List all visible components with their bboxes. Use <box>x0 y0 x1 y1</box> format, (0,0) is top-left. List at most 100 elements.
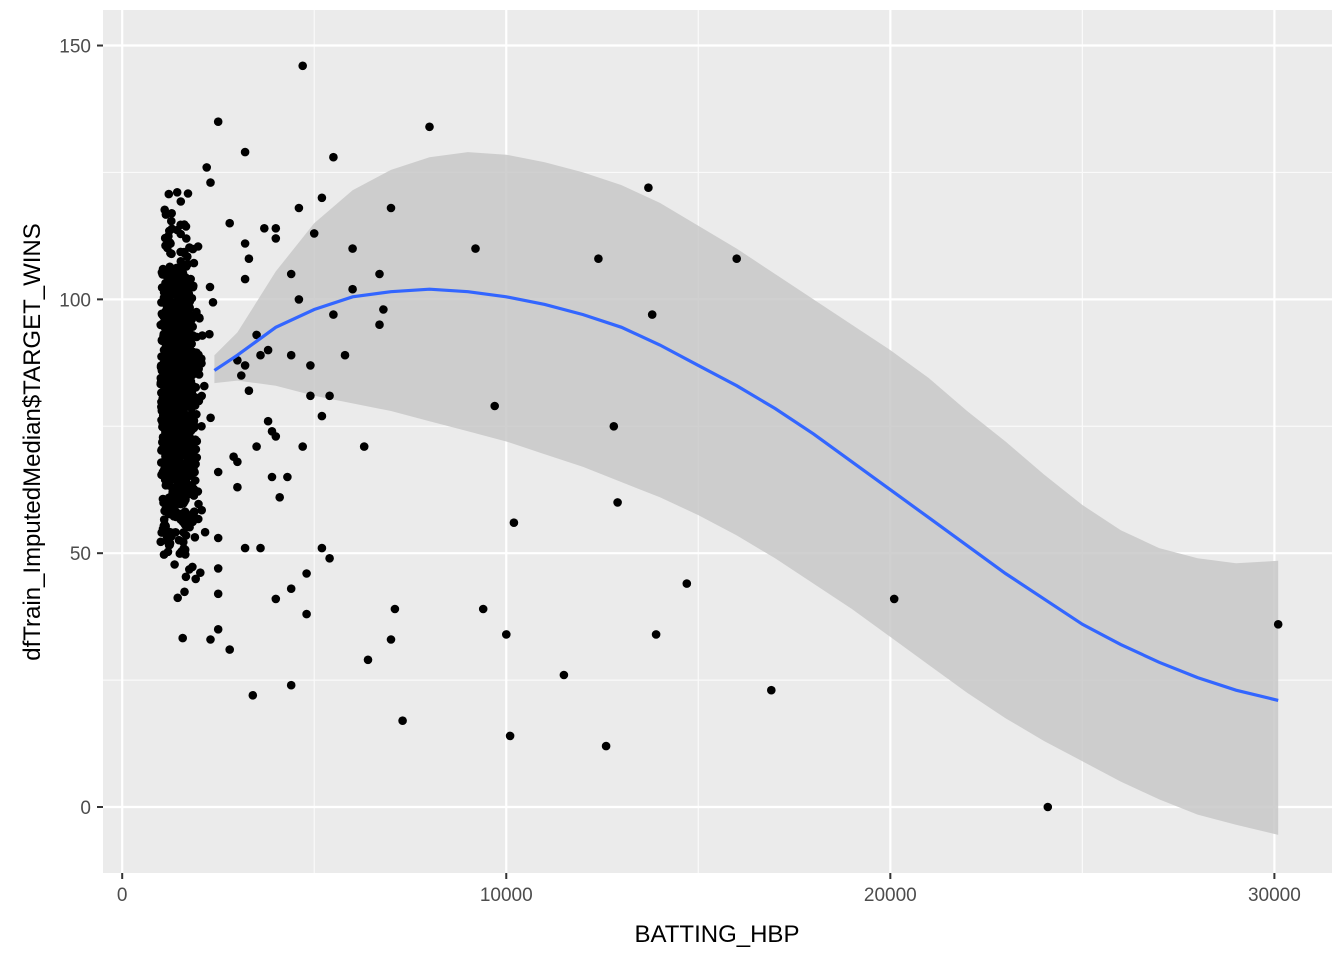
data-point <box>213 625 223 634</box>
cluster-point <box>175 271 185 281</box>
cluster-point <box>190 533 200 542</box>
x-axis-title: BATTING_HBP <box>635 921 800 948</box>
cluster-point <box>163 309 172 319</box>
cluster-point <box>160 412 169 422</box>
cluster-point <box>158 394 167 403</box>
data-point <box>398 716 407 725</box>
cluster-point <box>168 463 178 473</box>
x-tick-label: 10000 <box>480 885 533 906</box>
cluster-point <box>197 391 206 401</box>
cluster-point <box>176 197 186 206</box>
cluster-point <box>194 364 203 374</box>
data-point <box>271 594 281 604</box>
data-point <box>286 350 296 360</box>
data-point <box>286 584 296 593</box>
y-tick-label: 100 <box>59 290 91 311</box>
cluster-point <box>161 452 170 462</box>
cluster-point <box>176 448 186 457</box>
data-point <box>213 564 223 573</box>
confidence-ribbon <box>214 152 1279 835</box>
data-point <box>206 635 215 644</box>
cluster-point <box>208 298 218 307</box>
cluster-point <box>164 189 174 199</box>
data-point <box>244 254 254 263</box>
y-axis-title: dfTrain_ImputedMedian$TARGET_WINS <box>19 223 46 661</box>
data-point <box>478 604 488 614</box>
data-point <box>732 254 741 263</box>
data-point <box>359 442 369 451</box>
cluster-point <box>200 381 209 391</box>
cluster-point <box>179 528 188 537</box>
cluster-point <box>165 376 175 386</box>
data-point <box>298 442 308 451</box>
data-point <box>647 310 657 319</box>
data-point <box>325 554 334 563</box>
data-point <box>294 295 304 304</box>
data-point <box>363 655 373 665</box>
cluster-point <box>178 491 188 501</box>
data-point <box>240 274 250 284</box>
cluster-point <box>180 319 189 329</box>
data-point <box>267 472 277 482</box>
data-point <box>309 229 319 238</box>
cluster-point <box>161 284 171 293</box>
cluster-point <box>175 264 185 273</box>
cluster-point <box>189 484 199 494</box>
cluster-point <box>173 377 183 387</box>
cluster-point <box>159 498 168 508</box>
cluster-point <box>205 329 214 339</box>
data-point <box>651 630 661 639</box>
data-point <box>240 239 250 248</box>
cluster-point <box>168 403 178 413</box>
data-point <box>386 203 396 213</box>
data-point <box>340 350 350 360</box>
data-point <box>283 472 292 482</box>
cluster-point <box>172 436 181 446</box>
cluster-point <box>162 324 171 334</box>
cluster-point <box>187 454 196 464</box>
data-point <box>425 122 434 132</box>
cluster-point <box>185 565 194 574</box>
data-point <box>260 224 269 233</box>
cluster-point <box>192 348 201 358</box>
cluster-point <box>174 456 184 465</box>
cluster-point <box>183 189 193 198</box>
cluster-point <box>167 498 177 508</box>
data-point <box>213 467 223 477</box>
x-tick-label: 20000 <box>864 885 917 906</box>
data-point <box>225 218 234 228</box>
data-point <box>244 386 254 396</box>
cluster-point <box>167 224 177 234</box>
cluster-point <box>173 593 182 603</box>
data-point <box>682 579 692 588</box>
cluster-point <box>176 247 185 257</box>
cluster-point <box>180 394 189 404</box>
data-point <box>202 163 211 172</box>
cluster-point <box>197 422 206 431</box>
y-tick-label: 150 <box>59 37 91 58</box>
data-point <box>306 391 315 401</box>
data-point <box>286 680 296 690</box>
cluster-point <box>184 338 193 348</box>
cluster-point <box>166 239 175 248</box>
cluster-point <box>166 289 176 299</box>
data-point <box>271 234 281 243</box>
cluster-point <box>194 499 203 509</box>
data-point <box>248 691 258 700</box>
data-point <box>317 411 327 421</box>
data-point <box>505 731 515 741</box>
cluster-point <box>178 633 187 643</box>
cluster-point <box>187 315 197 324</box>
cluster-point <box>206 413 215 423</box>
data-point <box>502 630 511 639</box>
data-point <box>286 269 296 279</box>
data-point <box>263 416 273 426</box>
data-point <box>275 493 285 502</box>
cluster-point <box>167 216 176 226</box>
cluster-point <box>160 349 169 359</box>
cluster-point <box>176 430 186 439</box>
cluster-point <box>163 547 173 557</box>
cluster-point <box>173 290 183 299</box>
data-point <box>240 147 250 157</box>
data-point <box>390 604 400 614</box>
